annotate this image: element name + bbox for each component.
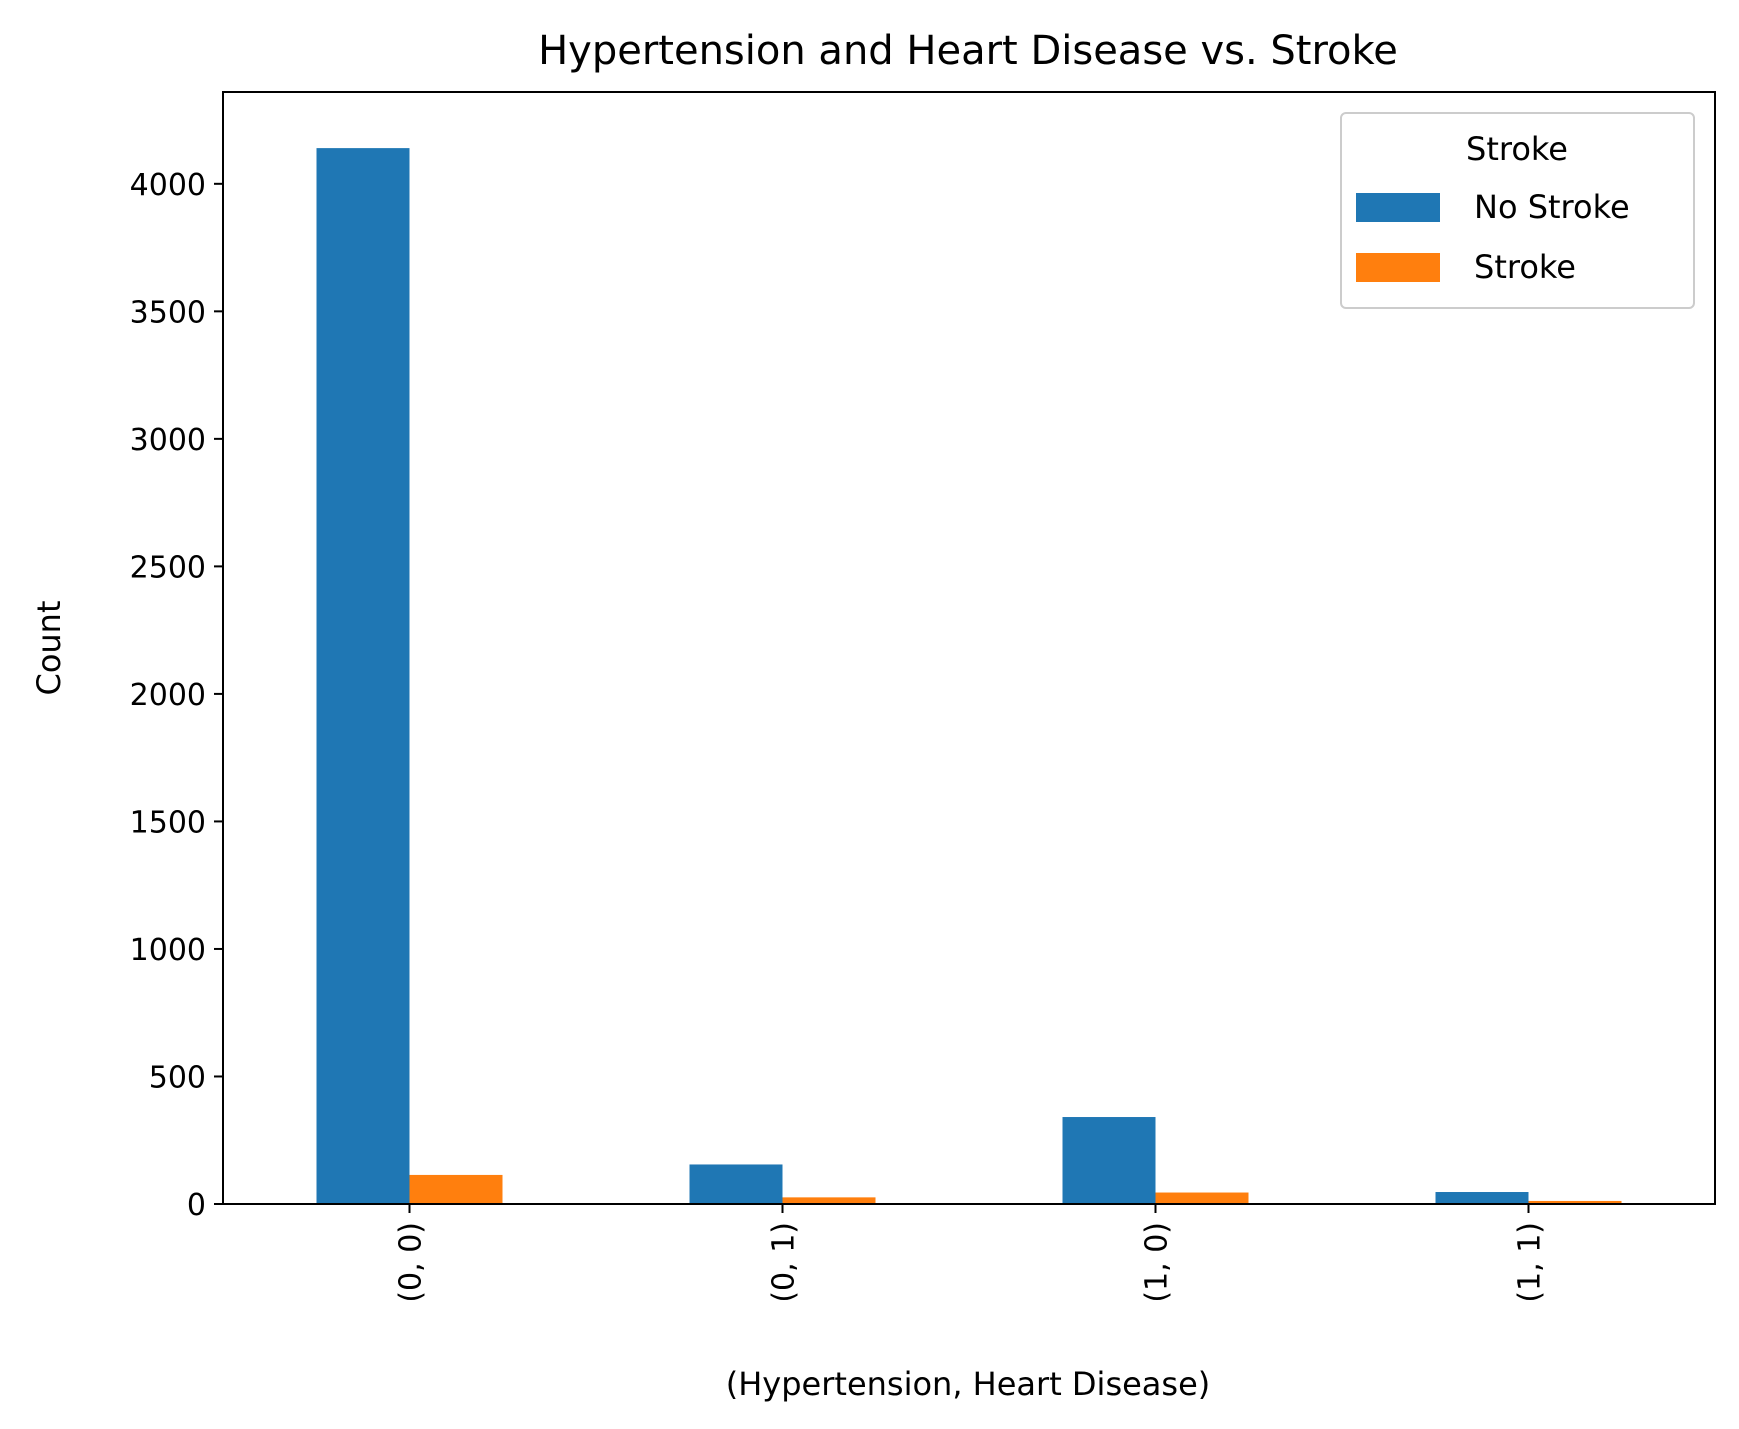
y-tick-label: 4000 xyxy=(130,168,206,203)
legend-swatch-no-stroke xyxy=(1356,193,1440,222)
bar-stroke-0 xyxy=(409,1174,503,1204)
x-tick-label: (1, 1) xyxy=(1513,1222,1548,1303)
x-axis: (0, 0) (0, 1) (1, 0) (1, 1) xyxy=(394,1204,1548,1303)
x-tick-label: (0, 1) xyxy=(767,1222,802,1303)
legend-title: Stroke xyxy=(1466,130,1568,168)
y-tick-label: 1500 xyxy=(130,805,206,840)
legend-label-no-stroke: No Stroke xyxy=(1474,188,1630,226)
x-tick-label: (0, 0) xyxy=(394,1222,429,1303)
x-axis-label: (Hypertension, Heart Disease) xyxy=(726,1365,1211,1403)
legend-entries: No Stroke Stroke xyxy=(1356,188,1630,286)
bar-no-stroke-3 xyxy=(1435,1192,1529,1204)
legend-swatch-stroke xyxy=(1356,253,1440,282)
y-tick-label: 0 xyxy=(187,1188,206,1223)
y-tick-label: 3500 xyxy=(130,295,206,330)
bar-stroke-3 xyxy=(1528,1200,1622,1204)
legend: Stroke No Stroke Stroke xyxy=(1340,112,1695,309)
y-tick-label: 2000 xyxy=(130,678,206,713)
bars-group xyxy=(316,148,1622,1204)
bar-no-stroke-2 xyxy=(1062,1117,1156,1204)
bar-no-stroke-1 xyxy=(689,1164,783,1204)
legend-label-stroke: Stroke xyxy=(1474,248,1576,286)
x-tick-label: (1, 0) xyxy=(1140,1222,1175,1303)
chart-title: Hypertension and Heart Disease vs. Strok… xyxy=(538,28,1398,74)
y-tick-label: 2500 xyxy=(130,550,206,585)
y-tick-label: 500 xyxy=(149,1060,206,1095)
plot-frame xyxy=(222,91,1716,1205)
y-tick-label: 1000 xyxy=(130,933,206,968)
y-axis: 0 500 1000 1500 2000 2500 3000 3500 4000 xyxy=(130,168,223,1223)
y-axis-label: Count xyxy=(30,600,68,695)
bar-no-stroke-0 xyxy=(316,148,410,1204)
y-tick-label: 3000 xyxy=(130,423,206,458)
bar-stroke-2 xyxy=(1155,1192,1249,1204)
bar-stroke-1 xyxy=(782,1197,876,1204)
